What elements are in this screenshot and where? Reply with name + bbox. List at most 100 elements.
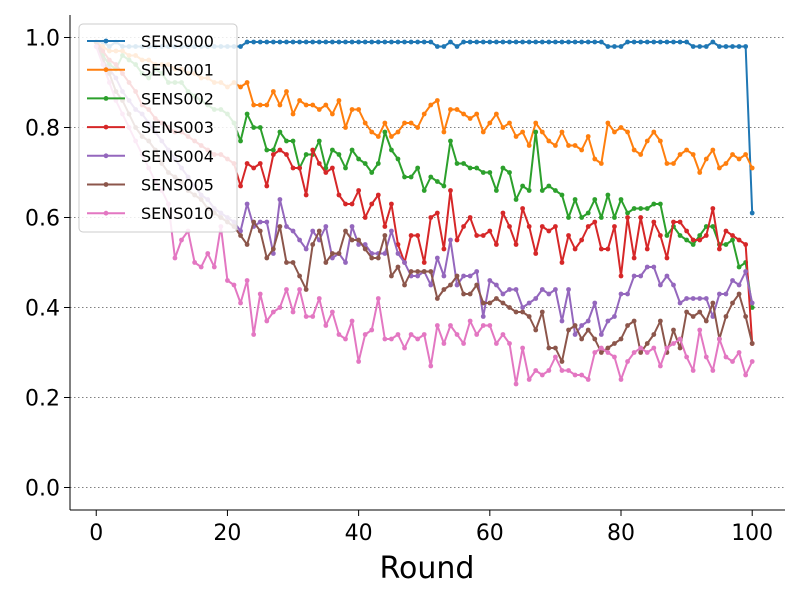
data-point	[749, 210, 755, 216]
data-point	[598, 161, 604, 166]
data-point	[743, 152, 749, 157]
data-point	[553, 354, 558, 360]
data-point	[316, 138, 322, 144]
data-point	[651, 345, 657, 351]
data-point	[500, 332, 506, 337]
data-point	[343, 39, 348, 45]
data-point	[743, 242, 749, 247]
data-point	[520, 309, 526, 315]
data-point	[329, 111, 335, 117]
data-point	[612, 354, 617, 360]
x-tick-label: 80	[607, 521, 635, 546]
data-point	[657, 138, 663, 144]
data-point	[671, 327, 676, 333]
data-point	[533, 120, 539, 126]
legend-label: SENS004	[141, 147, 214, 166]
data-point	[644, 264, 650, 270]
data-point	[638, 39, 644, 45]
legend-marker	[103, 124, 109, 130]
data-point	[244, 80, 250, 85]
legend-item-sens005: SENS005	[87, 176, 214, 195]
data-point	[572, 143, 578, 148]
data-point	[375, 192, 381, 198]
data-point	[454, 44, 460, 49]
data-point	[697, 44, 703, 49]
data-point	[297, 237, 302, 243]
data-point	[395, 264, 401, 270]
data-point	[349, 224, 355, 229]
data-point	[290, 260, 296, 265]
data-point	[684, 39, 690, 45]
data-point	[474, 233, 480, 238]
y-tick-label: 0.6	[25, 207, 60, 232]
data-point	[454, 332, 460, 337]
data-point	[513, 197, 519, 202]
data-point	[507, 224, 512, 229]
data-point	[251, 102, 257, 108]
data-point	[625, 291, 630, 297]
data-point	[539, 224, 545, 229]
data-point	[244, 111, 250, 117]
data-point	[270, 246, 276, 252]
data-point	[369, 255, 375, 261]
data-point	[211, 264, 217, 270]
data-point	[323, 102, 329, 108]
data-point	[480, 300, 486, 306]
data-point	[362, 246, 368, 252]
data-point	[389, 39, 394, 45]
data-point	[520, 206, 526, 211]
data-point	[703, 318, 709, 324]
data-point	[467, 273, 473, 279]
data-point	[408, 269, 414, 274]
data-point	[323, 260, 329, 265]
data-point	[533, 327, 539, 333]
data-point	[559, 129, 565, 135]
data-point	[284, 260, 289, 265]
data-point	[618, 273, 624, 279]
data-point	[467, 291, 473, 297]
data-point	[664, 39, 670, 45]
data-point	[592, 156, 598, 162]
legend-label: SENS010	[141, 204, 214, 223]
data-point	[697, 233, 703, 238]
data-point	[375, 161, 381, 166]
data-point	[533, 251, 539, 256]
data-point	[592, 39, 598, 45]
data-point	[329, 39, 335, 45]
data-point	[710, 300, 716, 306]
data-point	[480, 170, 486, 175]
data-point	[559, 318, 565, 324]
data-point	[539, 287, 545, 292]
data-point	[448, 138, 453, 144]
data-point	[625, 210, 630, 216]
data-point	[644, 39, 650, 45]
data-point	[441, 341, 447, 346]
data-point	[572, 197, 578, 202]
data-point	[284, 224, 289, 229]
data-point	[402, 282, 407, 288]
data-point	[389, 336, 394, 342]
data-point	[638, 273, 644, 279]
data-point	[369, 327, 375, 333]
data-point	[539, 372, 545, 378]
horizontal-gridlines	[70, 37, 785, 488]
data-point	[500, 39, 506, 45]
data-point	[474, 111, 480, 117]
data-point	[546, 183, 552, 189]
data-point	[356, 107, 362, 112]
data-point	[625, 359, 630, 364]
data-point	[454, 237, 460, 243]
data-point	[382, 120, 388, 126]
data-point	[690, 152, 696, 157]
data-point	[395, 242, 401, 247]
data-point	[520, 305, 526, 310]
data-point	[651, 129, 657, 135]
data-point	[546, 39, 552, 45]
data-point	[553, 188, 558, 193]
data-point	[448, 282, 453, 288]
data-point	[585, 134, 591, 139]
data-point	[225, 278, 230, 283]
data-point	[730, 152, 735, 157]
data-point	[284, 287, 289, 292]
data-point	[539, 188, 545, 193]
